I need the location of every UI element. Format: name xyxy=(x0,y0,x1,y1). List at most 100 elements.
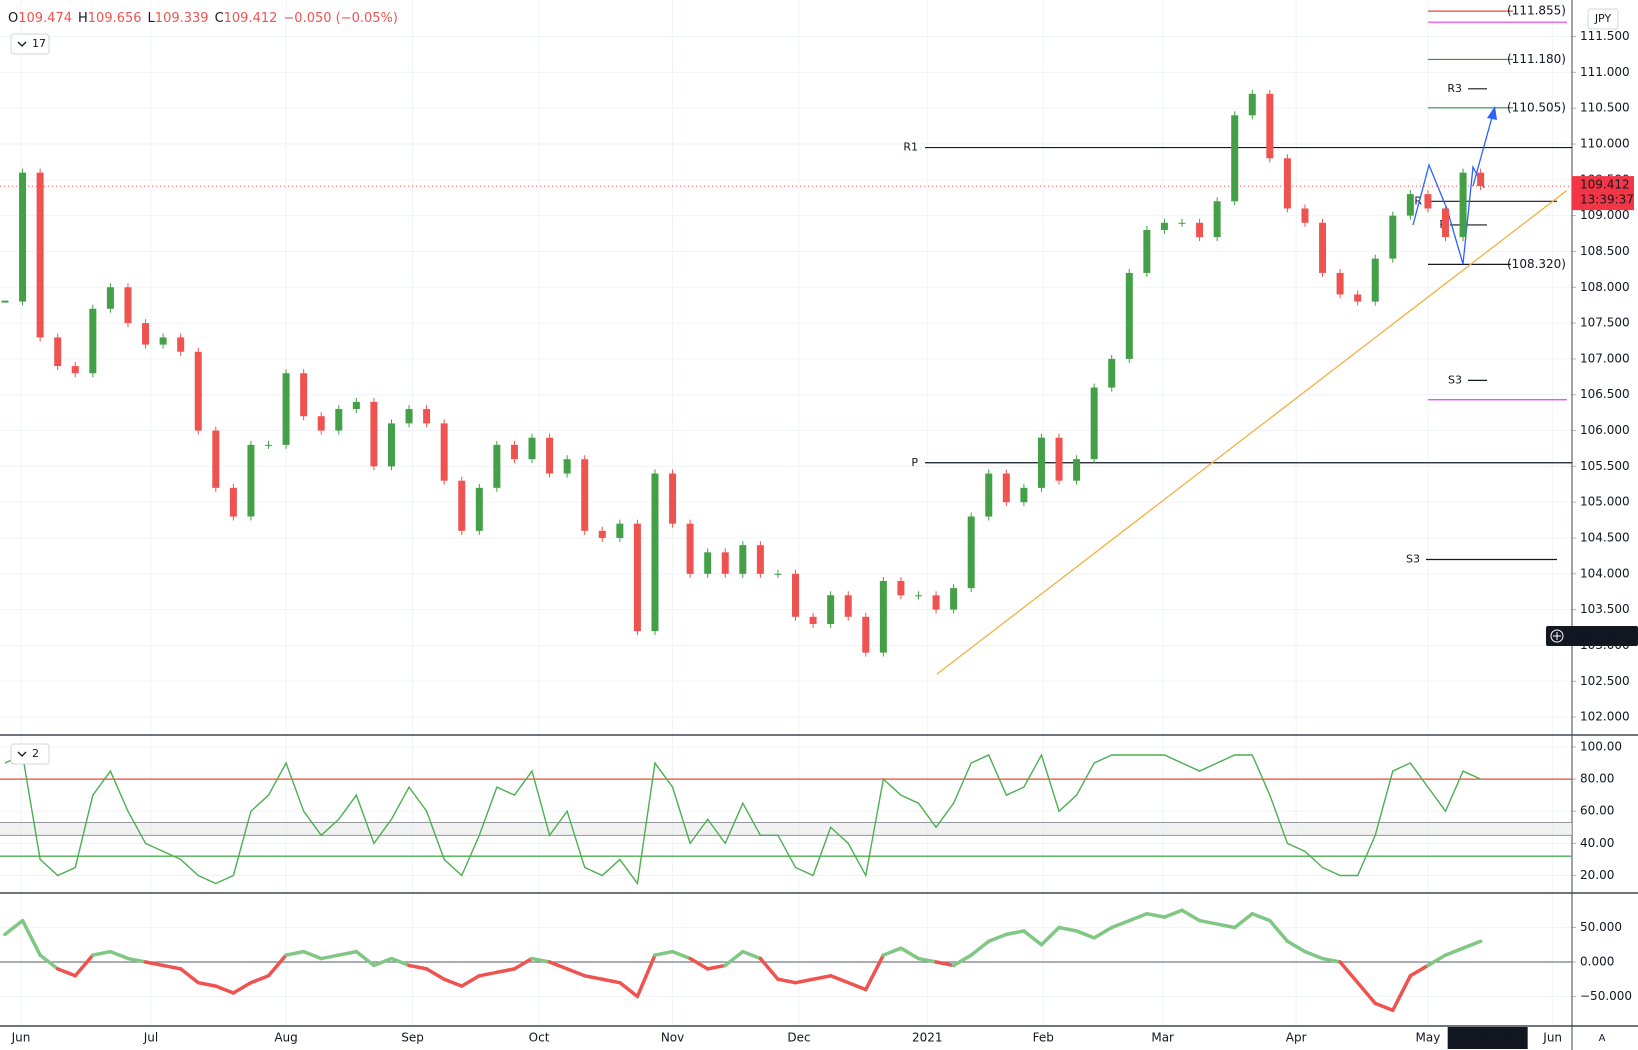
ohlc-letter: L xyxy=(147,11,155,26)
candle xyxy=(704,552,712,574)
y-tick-label: 110.500 xyxy=(1580,101,1630,115)
momentum-segment xyxy=(1320,956,1342,964)
candle xyxy=(879,580,887,653)
y-tick-label: 102.000 xyxy=(1580,710,1630,724)
momentum-segment xyxy=(1391,974,1413,1013)
x-tick-label: Nov xyxy=(661,1031,684,1045)
candle xyxy=(1143,229,1151,273)
momentum-segment xyxy=(389,956,411,968)
momentum-segment xyxy=(899,946,921,961)
momentum-segment xyxy=(126,956,148,964)
candle xyxy=(282,373,290,445)
momentum-segment xyxy=(1057,925,1079,933)
candle xyxy=(1477,172,1485,187)
candle xyxy=(774,573,782,575)
momentum-segment xyxy=(1461,939,1483,950)
x-tick-label: May xyxy=(1416,1031,1441,1045)
candle xyxy=(106,287,114,309)
momentum-segment xyxy=(1074,929,1096,940)
momentum-segment xyxy=(249,974,271,985)
momentum-segment xyxy=(653,949,675,957)
candle xyxy=(862,616,870,653)
momentum-segment xyxy=(618,980,640,999)
trendline xyxy=(936,190,1568,675)
candle xyxy=(510,444,518,460)
y-tick-label: 107.500 xyxy=(1580,316,1630,330)
momentum-segment xyxy=(1268,918,1290,944)
candle xyxy=(985,473,993,517)
candle xyxy=(633,523,641,632)
candle xyxy=(423,409,431,424)
momentum-segment xyxy=(846,980,868,992)
candle xyxy=(194,351,202,431)
momentum-segment xyxy=(91,949,113,957)
y-tick-label: 103.500 xyxy=(1580,602,1630,616)
x-tick-label: 2021 xyxy=(912,1031,943,1045)
fib-label: (108.320) xyxy=(1507,257,1566,271)
ohlc-header: O109.474 H109.656 L109.339 C109.412 −0.050 (… xyxy=(8,11,404,26)
momentum-segment xyxy=(178,967,200,985)
y-tick-label: 110.000 xyxy=(1580,136,1630,150)
momentum-segment xyxy=(1109,918,1132,930)
candle xyxy=(616,523,624,538)
candle xyxy=(177,337,185,352)
chevron xyxy=(17,41,27,47)
candle xyxy=(89,308,97,374)
momentum-segment xyxy=(372,956,394,968)
ohlc-value: 109.474 xyxy=(18,11,72,26)
candle xyxy=(1002,473,1010,503)
candle xyxy=(212,430,220,488)
momentum-segment xyxy=(319,953,341,961)
band xyxy=(0,822,1572,836)
y-tick-label: 60.00 xyxy=(1580,804,1614,818)
momentum-segment xyxy=(1338,960,1360,985)
x-tick-label: Mar xyxy=(1151,1031,1174,1045)
candle xyxy=(247,444,255,517)
oscillator-line xyxy=(4,753,1481,886)
momentum-segment xyxy=(1180,908,1202,923)
momentum-segment xyxy=(1250,911,1272,923)
crosshair-price: 103.132 xyxy=(1568,630,1618,644)
candle xyxy=(739,545,747,574)
candle xyxy=(458,480,466,531)
candle xyxy=(756,545,764,574)
candle xyxy=(159,337,167,345)
pivot-label: P xyxy=(911,456,918,469)
x-tick-label: Jun xyxy=(11,1031,31,1045)
candle xyxy=(546,437,554,474)
y-tick-label: 111.500 xyxy=(1580,29,1630,43)
momentum-segment xyxy=(1145,911,1167,919)
candle xyxy=(1160,222,1168,230)
momentum-segment xyxy=(987,932,1009,944)
momentum-segment xyxy=(1303,949,1325,961)
candle xyxy=(142,323,150,345)
y-tick-label: 106.000 xyxy=(1580,423,1630,437)
indicator-count: 2 xyxy=(32,747,39,760)
candle xyxy=(950,588,958,610)
y-tick-label: 108.000 xyxy=(1580,280,1630,294)
pivot-label: R1 xyxy=(903,141,918,154)
y-tick-label: 111.000 xyxy=(1580,65,1630,79)
candle xyxy=(1459,172,1467,238)
x-tick-label: Oct xyxy=(529,1031,550,1045)
indicator-count: 17 xyxy=(32,37,46,50)
ohlc-value: 109.339 xyxy=(154,11,209,26)
candle xyxy=(405,409,413,424)
candle xyxy=(36,172,44,338)
indicator-badge[interactable] xyxy=(10,743,50,765)
crosshair-date: 17 May '21 xyxy=(1455,1031,1521,1045)
candle xyxy=(493,444,501,488)
momentum-segment xyxy=(477,970,499,978)
candle xyxy=(563,459,571,474)
auto-button[interactable] xyxy=(1593,1029,1611,1047)
momentum-segment xyxy=(214,984,236,995)
indicator-badge[interactable] xyxy=(10,33,50,55)
crosshair-icon xyxy=(1550,629,1564,643)
momentum-segment xyxy=(1215,922,1237,930)
candle xyxy=(809,616,817,624)
momentum-segment xyxy=(266,953,288,978)
fib-label: (110.505) xyxy=(1507,100,1566,114)
candle xyxy=(475,487,483,531)
fib-label: (111.180) xyxy=(1507,52,1566,66)
candle xyxy=(792,573,800,617)
